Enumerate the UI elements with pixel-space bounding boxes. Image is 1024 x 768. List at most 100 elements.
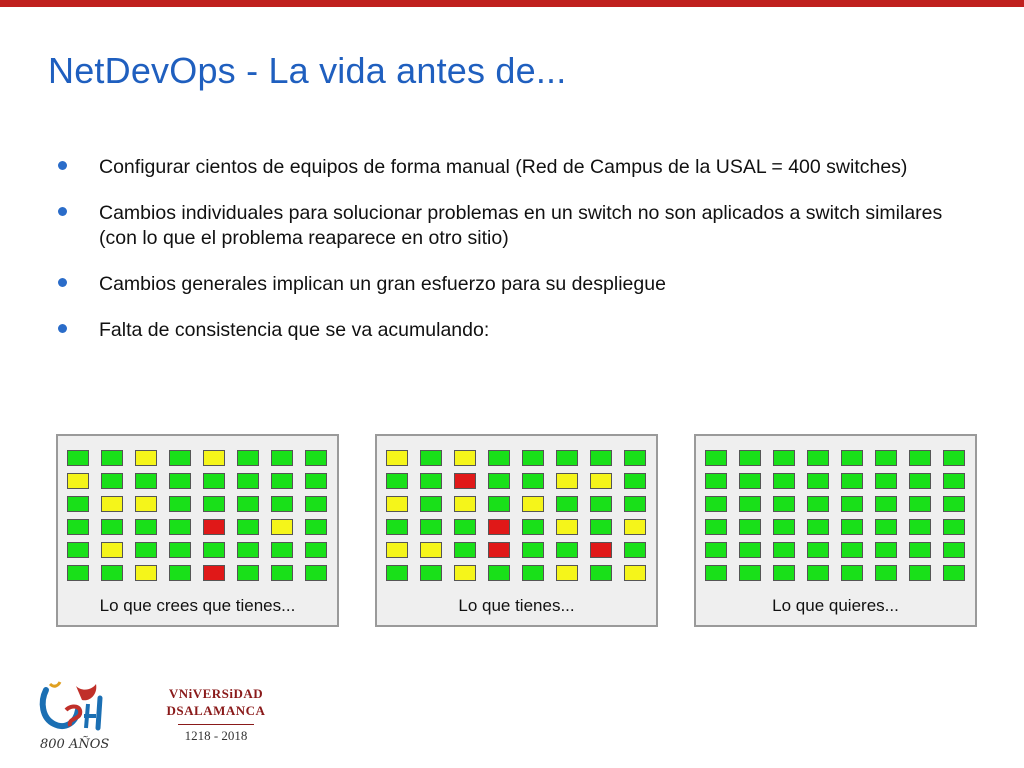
panel-caption: Lo que crees que tienes... [99, 596, 296, 615]
switch-ok-cell [420, 450, 442, 466]
switch-warning-cell [454, 496, 476, 512]
panel-caption: Lo que tienes... [458, 596, 575, 615]
switch-ok-cell [420, 565, 442, 581]
switch-ok-cell [739, 542, 761, 558]
switch-ok-cell [386, 473, 408, 489]
switch-ok-cell [739, 565, 761, 581]
switch-ok-cell [624, 450, 646, 466]
switch-ok-cell [739, 519, 761, 535]
switch-warning-cell [203, 450, 225, 466]
switch-ok-cell [590, 496, 612, 512]
switch-ok-cell [807, 519, 829, 535]
switch-ok-cell [101, 450, 123, 466]
switch-warning-cell [101, 496, 123, 512]
switch-panel-desired: Lo que quieres... [694, 434, 977, 627]
switch-ok-cell [875, 496, 897, 512]
switch-ok-cell [271, 496, 293, 512]
switch-ok-cell [237, 565, 259, 581]
switch-ok-cell [522, 565, 544, 581]
switch-warning-cell [101, 542, 123, 558]
switch-ok-cell [841, 519, 863, 535]
switch-ok-cell [705, 450, 727, 466]
switch-ok-cell [841, 542, 863, 558]
switch-ok-cell [807, 450, 829, 466]
switch-ok-cell [875, 450, 897, 466]
switch-ok-cell [169, 496, 191, 512]
switch-ok-cell [705, 473, 727, 489]
switch-ok-cell [943, 565, 965, 581]
switch-ok-cell [909, 542, 931, 558]
switch-ok-cell [203, 496, 225, 512]
switch-ok-cell [488, 473, 510, 489]
switch-ok-cell [135, 473, 157, 489]
switch-warning-cell [624, 519, 646, 535]
switch-ok-cell [169, 565, 191, 581]
switch-warning-cell [556, 519, 578, 535]
switch-error-cell [488, 519, 510, 535]
switch-ok-cell [705, 565, 727, 581]
university-name-line1: VNiVERSiDAD [168, 686, 264, 701]
switch-ok-cell [237, 473, 259, 489]
switch-ok-cell [237, 450, 259, 466]
switch-ok-cell [807, 496, 829, 512]
switch-grid [705, 450, 965, 581]
switch-ok-cell [909, 450, 931, 466]
switch-ok-cell [590, 565, 612, 581]
switch-ok-cell [909, 473, 931, 489]
switch-ok-cell [773, 519, 795, 535]
switch-ok-cell [386, 519, 408, 535]
switch-ok-cell [773, 496, 795, 512]
bullet-dot-icon [58, 278, 67, 287]
switch-warning-cell [590, 473, 612, 489]
switch-ok-cell [773, 473, 795, 489]
switch-ok-cell [909, 519, 931, 535]
bullet-text: Cambios individuales para solucionar pro… [99, 202, 943, 249]
switch-ok-cell [624, 473, 646, 489]
switch-ok-cell [841, 473, 863, 489]
switch-warning-cell [135, 496, 157, 512]
switch-ok-cell [305, 450, 327, 466]
switch-ok-cell [420, 519, 442, 535]
switch-ok-cell [556, 450, 578, 466]
switch-ok-cell [203, 542, 225, 558]
switch-error-cell [488, 542, 510, 558]
switch-ok-cell [556, 542, 578, 558]
bullet-text: Falta de consistencia que se va acumulan… [99, 319, 490, 341]
switch-warning-cell [420, 542, 442, 558]
switch-ok-cell [739, 473, 761, 489]
switch-error-cell [203, 565, 225, 581]
bullet-item: Cambios generales implican un gran esfue… [58, 272, 958, 297]
switch-ok-cell [203, 473, 225, 489]
bullet-item: Falta de consistencia que se va acumulan… [58, 318, 958, 343]
switch-ok-cell [773, 450, 795, 466]
switch-ok-cell [488, 496, 510, 512]
switch-ok-cell [875, 542, 897, 558]
switch-ok-cell [305, 542, 327, 558]
switch-ok-cell [488, 565, 510, 581]
switch-ok-cell [875, 565, 897, 581]
switch-ok-cell [271, 542, 293, 558]
switch-ok-cell [807, 542, 829, 558]
switch-ok-cell [305, 565, 327, 581]
switch-warning-cell [454, 450, 476, 466]
switch-error-cell [454, 473, 476, 489]
switch-ok-cell [169, 473, 191, 489]
bullet-dot-icon [58, 207, 67, 216]
top-accent-bar [0, 0, 1024, 7]
university-years: 1218 - 2018 [178, 724, 254, 745]
switch-ok-cell [875, 473, 897, 489]
switch-ok-cell [943, 519, 965, 535]
switch-ok-cell [556, 496, 578, 512]
switch-ok-cell [943, 473, 965, 489]
switch-ok-cell [454, 542, 476, 558]
switch-ok-cell [739, 496, 761, 512]
switch-ok-cell [67, 565, 89, 581]
switch-ok-cell [454, 519, 476, 535]
switch-ok-cell [169, 542, 191, 558]
bullet-text: Cambios generales implican un gran esfue… [99, 273, 666, 295]
bullet-dot-icon [58, 161, 67, 170]
switch-ok-cell [807, 473, 829, 489]
switch-grid [67, 450, 327, 581]
switch-ok-cell [522, 542, 544, 558]
bullet-text: Configurar cientos de equipos de forma m… [99, 156, 908, 178]
